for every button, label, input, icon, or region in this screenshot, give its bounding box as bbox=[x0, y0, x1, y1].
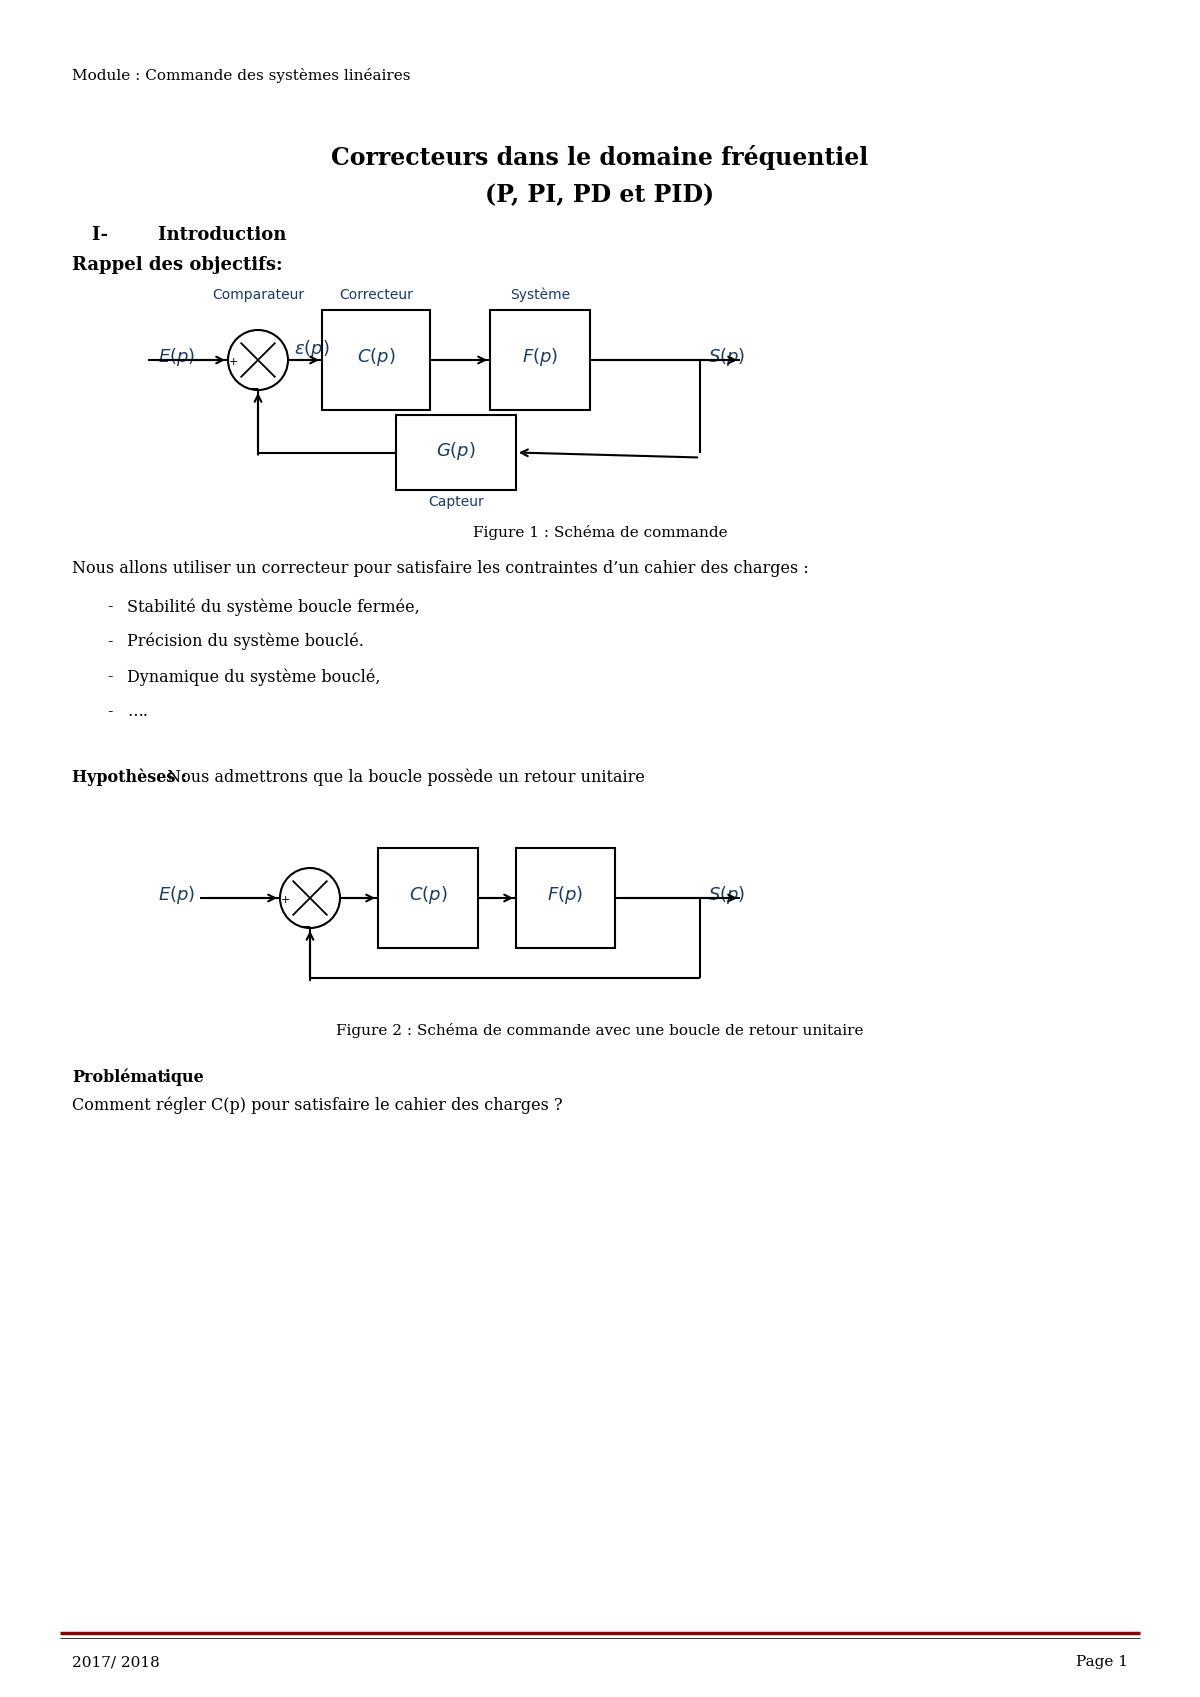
Text: $S(p)$: $S(p)$ bbox=[708, 346, 745, 368]
Text: -: - bbox=[107, 597, 113, 614]
Text: $F(p)$: $F(p)$ bbox=[547, 884, 583, 906]
Text: Correcteur: Correcteur bbox=[340, 288, 413, 302]
Text: Module : Commande des systèmes linéaires: Module : Commande des systèmes linéaires bbox=[72, 68, 410, 83]
Text: ….: …. bbox=[127, 703, 148, 720]
Text: −: − bbox=[301, 921, 311, 933]
Text: −: − bbox=[248, 384, 259, 395]
Text: Système: Système bbox=[510, 288, 570, 302]
Bar bbox=[396, 416, 516, 490]
Text: 2017/ 2018: 2017/ 2018 bbox=[72, 1655, 160, 1670]
Text: $E(p)$: $E(p)$ bbox=[157, 884, 194, 906]
Text: -: - bbox=[107, 633, 113, 650]
Text: $G(p)$: $G(p)$ bbox=[436, 441, 476, 463]
Text: +: + bbox=[228, 356, 238, 367]
Text: $C(p)$: $C(p)$ bbox=[409, 884, 448, 906]
Text: $S(p)$: $S(p)$ bbox=[708, 884, 745, 906]
Text: I-        Introduction: I- Introduction bbox=[92, 226, 287, 244]
Text: (P, PI, PD et PID): (P, PI, PD et PID) bbox=[486, 183, 714, 207]
Text: +: + bbox=[281, 894, 289, 905]
Text: Rappel des objectifs:: Rappel des objectifs: bbox=[72, 256, 283, 273]
Text: Figure 1 : Schéma de commande: Figure 1 : Schéma de commande bbox=[473, 524, 727, 540]
Text: -: - bbox=[107, 703, 113, 720]
Bar bbox=[490, 311, 590, 411]
Text: Problématique: Problématique bbox=[72, 1067, 204, 1086]
Text: Figure 2 : Schéma de commande avec une boucle de retour unitaire: Figure 2 : Schéma de commande avec une b… bbox=[336, 1023, 864, 1039]
Text: Nous allons utiliser un correcteur pour satisfaire les contraintes d’un cahier d: Nous allons utiliser un correcteur pour … bbox=[72, 560, 809, 577]
Text: Comparateur: Comparateur bbox=[212, 288, 304, 302]
Text: $F(p)$: $F(p)$ bbox=[522, 346, 558, 368]
Text: $E(p)$: $E(p)$ bbox=[158, 346, 196, 368]
Text: Correcteurs dans le domaine fréquentiel: Correcteurs dans le domaine fréquentiel bbox=[331, 144, 869, 170]
Text: Hypothèses :: Hypothèses : bbox=[72, 769, 187, 786]
Bar bbox=[378, 848, 478, 949]
Text: -: - bbox=[107, 669, 113, 686]
Text: Comment régler C(p) pour satisfaire le cahier des charges ?: Comment régler C(p) pour satisfaire le c… bbox=[72, 1096, 563, 1113]
Text: :: : bbox=[157, 1067, 168, 1084]
Bar bbox=[322, 311, 430, 411]
Text: $C(p)$: $C(p)$ bbox=[356, 346, 395, 368]
Text: Dynamique du système bouclé,: Dynamique du système bouclé, bbox=[127, 669, 380, 686]
Text: Précision du système bouclé.: Précision du système bouclé. bbox=[127, 633, 364, 650]
Text: Stabilité du système boucle fermée,: Stabilité du système boucle fermée, bbox=[127, 597, 420, 616]
Text: $\epsilon(p)$: $\epsilon(p)$ bbox=[294, 338, 330, 360]
Text: Capteur: Capteur bbox=[428, 496, 484, 509]
Bar bbox=[516, 848, 616, 949]
Text: Nous admettrons que la boucle possède un retour unitaire: Nous admettrons que la boucle possède un… bbox=[162, 769, 644, 786]
Text: Page 1: Page 1 bbox=[1076, 1655, 1128, 1670]
